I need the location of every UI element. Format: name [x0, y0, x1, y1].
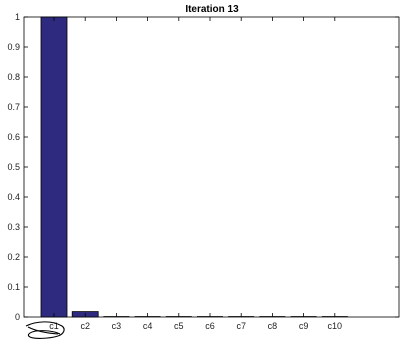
y-tick-label: 0.3	[7, 222, 20, 232]
x-tick-label: c8	[268, 321, 278, 331]
y-tick-label: 0	[15, 312, 20, 322]
y-tick-label: 0.4	[7, 192, 20, 202]
x-tick-label: c4	[143, 321, 153, 331]
y-tick-label: 0.9	[7, 42, 20, 52]
x-tick-label: c3	[112, 321, 122, 331]
y-axis: 0 0.1 0.2 0.3 0.4 0.5 0.6 0.7 0.8 0.9 1	[7, 12, 399, 322]
y-tick-label: 0.2	[7, 252, 20, 262]
hand-drawn-boat-icon	[25, 321, 65, 339]
x-tick-label: c9	[299, 321, 309, 331]
y-tick-label: 1	[15, 12, 20, 22]
chart-title: Iteration 13	[185, 4, 239, 15]
x-axis: c1 c2 c3 c4 c5 c6 c7 c8 c9 c10	[49, 17, 342, 331]
y-tick-label: 0.1	[7, 282, 20, 292]
x-tick-label: c2	[80, 321, 90, 331]
y-tick-label: 0.5	[7, 162, 20, 172]
plot-area	[23, 16, 400, 318]
x-tick-label: c5	[174, 321, 184, 331]
x-tick-label: c6	[205, 321, 215, 331]
x-tick-label: c10	[328, 321, 343, 331]
y-tick-label: 0.7	[7, 102, 20, 112]
x-tick-label: c7	[236, 321, 246, 331]
y-tick-label: 0.8	[7, 72, 20, 82]
x-tick-label: c1	[49, 321, 59, 331]
bar-c1	[40, 16, 68, 318]
y-tick-label: 0.6	[7, 132, 20, 142]
